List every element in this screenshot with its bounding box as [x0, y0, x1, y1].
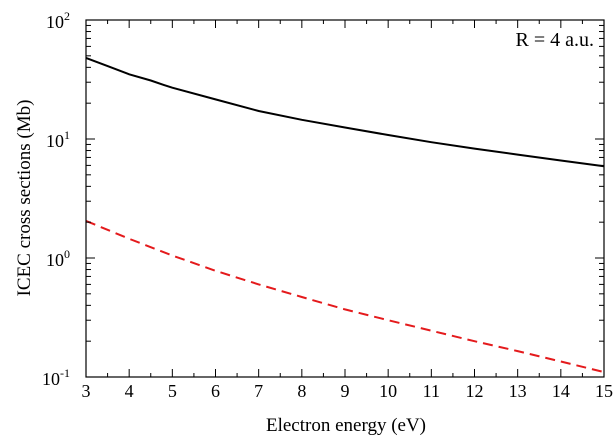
y-tick-label: 101 — [46, 128, 70, 151]
plot-frame — [85, 19, 605, 378]
annotation-label: R = 4 a.u. — [516, 29, 595, 51]
y-tick-exponent: 1 — [64, 128, 70, 142]
y-tick-label: 100 — [46, 247, 70, 270]
x-axis-title: Electron energy (eV) — [266, 415, 426, 436]
x-tick-label: 10 — [379, 381, 397, 401]
x-tick-label: 4 — [125, 381, 134, 401]
x-tick-label: 11 — [423, 381, 440, 401]
x-tick-label: 13 — [509, 381, 527, 401]
y-tick-exponent: -1 — [60, 366, 70, 380]
x-tick-label: 12 — [466, 381, 484, 401]
x-tick-label: 3 — [82, 381, 91, 401]
x-tick-label: 14 — [552, 381, 570, 401]
y-tick-exponent: 0 — [64, 247, 70, 261]
y-tick-exponent: 2 — [64, 9, 70, 23]
y-tick-label: 10-1 — [42, 366, 70, 389]
y-tick-base: 10 — [46, 12, 64, 32]
y-axis-title: ICEC cross sections (Mb) — [14, 100, 35, 297]
series-line-1 — [85, 56, 605, 168]
y-tick-base: 10 — [46, 131, 64, 151]
x-tick-label: 7 — [254, 381, 263, 401]
y-tick-base: 10 — [46, 250, 64, 270]
series-line-2 — [85, 219, 605, 374]
plot-marks — [85, 56, 605, 374]
x-tick-label: 8 — [297, 381, 306, 401]
x-tick-label: 5 — [168, 381, 177, 401]
x-tick-label: 9 — [341, 381, 350, 401]
y-tick-base: 10 — [42, 369, 60, 389]
x-tick-label: 6 — [211, 381, 220, 401]
y-tick-label: 102 — [46, 9, 70, 32]
x-tick-label: 15 — [595, 381, 613, 401]
